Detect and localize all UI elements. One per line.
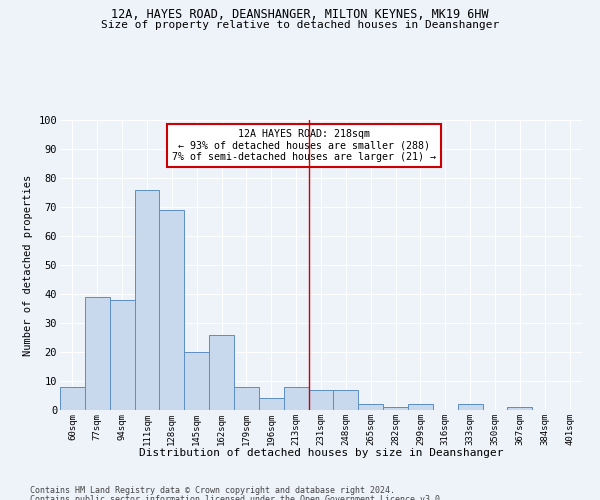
Bar (134, 190, 160, 410)
Bar (308, 390, 334, 410)
Bar (259, 398, 284, 410)
Bar (60, 387, 85, 410)
Text: Contains HM Land Registry data © Crown copyright and database right 2024.: Contains HM Land Registry data © Crown c… (30, 486, 395, 495)
Bar (160, 210, 184, 410)
Text: 12A HAYES ROAD: 218sqm
← 93% of detached houses are smaller (288)
7% of semi-det: 12A HAYES ROAD: 218sqm ← 93% of detached… (172, 128, 436, 162)
Bar (234, 387, 259, 410)
Bar (85, 297, 110, 410)
Bar (383, 407, 408, 410)
Bar (334, 390, 358, 410)
Bar (358, 404, 383, 410)
Bar (284, 387, 308, 410)
Bar (209, 334, 234, 410)
Text: Distribution of detached houses by size in Deanshanger: Distribution of detached houses by size … (139, 448, 503, 458)
Bar (508, 407, 532, 410)
Bar (110, 300, 134, 410)
Bar (458, 404, 482, 410)
Bar (408, 404, 433, 410)
Bar (184, 352, 209, 410)
Text: Size of property relative to detached houses in Deanshanger: Size of property relative to detached ho… (101, 20, 499, 30)
Text: 12A, HAYES ROAD, DEANSHANGER, MILTON KEYNES, MK19 6HW: 12A, HAYES ROAD, DEANSHANGER, MILTON KEY… (111, 8, 489, 20)
Y-axis label: Number of detached properties: Number of detached properties (23, 174, 33, 356)
Text: Contains public sector information licensed under the Open Government Licence v3: Contains public sector information licen… (30, 495, 445, 500)
